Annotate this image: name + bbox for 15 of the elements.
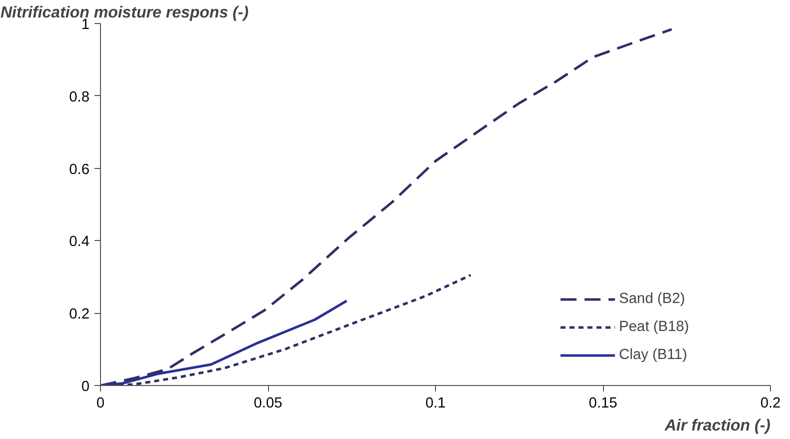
legend-label: Clay (B11): [619, 347, 688, 363]
legend-label: Peat (B18): [619, 319, 690, 335]
x-tick-label: 0.05: [254, 396, 282, 412]
y-tick-label: 0.4: [69, 234, 90, 250]
y-tick-label: 0: [81, 379, 90, 395]
y-tick-label: 0.2: [69, 306, 90, 323]
x-tick-label: 0.1: [425, 396, 446, 412]
y-tick-label: 0.8: [69, 89, 90, 106]
legend-label: Sand (B2): [619, 291, 685, 307]
x-tick-label: 0.15: [588, 396, 618, 412]
x-tick-label: 0.2: [760, 396, 781, 412]
x-axis-title: Air fraction (-): [664, 418, 771, 434]
y-tick-label: 0.6: [69, 162, 90, 178]
line-series: [100, 300, 348, 386]
x-tick-label: 0: [96, 396, 105, 412]
